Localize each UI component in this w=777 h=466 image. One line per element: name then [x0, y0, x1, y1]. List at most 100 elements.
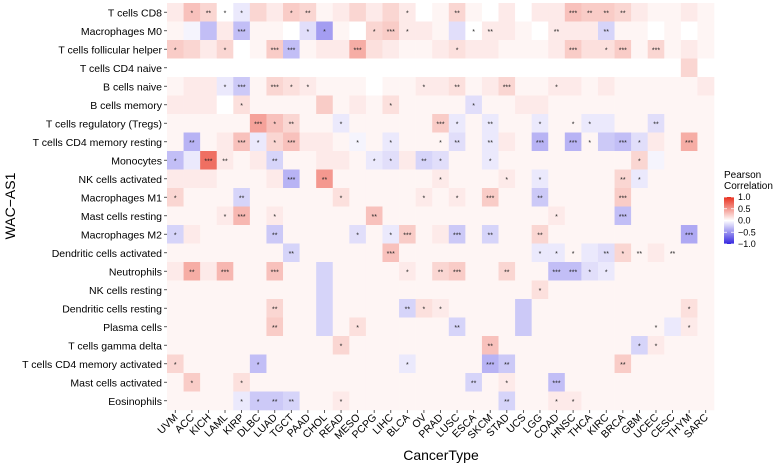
heatmap-cell — [266, 3, 284, 22]
heatmap-cell — [664, 3, 682, 22]
heatmap-cell — [614, 132, 632, 152]
heatmap-cell — [664, 373, 682, 392]
heatmap-cell — [167, 391, 184, 411]
heatmap-cell — [316, 132, 334, 152]
heatmap-cell — [216, 225, 234, 244]
heatmap-cell — [481, 169, 499, 189]
heatmap-cell — [432, 77, 450, 96]
heatmap-cell — [697, 40, 715, 59]
significance-label: * — [688, 325, 691, 332]
significance-label: ** — [272, 325, 278, 332]
heatmap-cell — [680, 225, 698, 244]
heatmap-cell — [697, 262, 715, 281]
heatmap-cell — [299, 95, 317, 115]
significance-label: * — [389, 140, 392, 147]
heatmap-cell — [316, 58, 334, 78]
significance-label: ** — [471, 380, 477, 387]
heatmap-cell — [465, 225, 483, 244]
heatmap-cell — [597, 280, 615, 300]
significance-label: * — [273, 140, 276, 147]
heatmap-cell — [415, 58, 433, 78]
heatmap-cell — [597, 354, 615, 374]
y-tick-label: Neutrophils — [109, 266, 162, 278]
heatmap-cell — [448, 354, 466, 374]
heatmap-cell — [597, 317, 615, 337]
significance-label: *** — [354, 47, 362, 54]
heatmap-cell — [432, 169, 450, 189]
significance-label: ** — [488, 140, 494, 147]
significance-label: ** — [604, 10, 610, 17]
significance-label: *** — [237, 84, 245, 91]
heatmap-cell — [200, 95, 218, 115]
heatmap-cell — [432, 3, 450, 22]
heatmap-cell — [399, 206, 416, 226]
heatmap-cell — [249, 262, 267, 281]
y-tick-label: T cells regulatory (Tregs) — [46, 118, 162, 130]
heatmap-cell — [548, 151, 566, 170]
heatmap-cell — [299, 225, 317, 244]
significance-label: * — [290, 10, 293, 17]
significance-label: ** — [454, 10, 460, 17]
heatmap-cell — [465, 188, 483, 207]
heatmap-cell — [249, 299, 267, 318]
heatmap-cell — [581, 336, 599, 355]
heatmap-cell — [283, 3, 300, 22]
heatmap-cell — [382, 373, 400, 392]
heatmap-cell — [382, 114, 400, 133]
heatmap-cell — [564, 225, 582, 244]
significance-label: * — [439, 177, 442, 184]
heatmap-cell — [515, 336, 532, 355]
significance-label: * — [688, 306, 691, 313]
heatmap-cell — [349, 317, 367, 337]
heatmap-cell — [316, 188, 334, 207]
heatmap-cell — [399, 132, 416, 152]
heatmap-cell — [448, 188, 466, 207]
significance-label: * — [257, 399, 260, 406]
heatmap-cell — [581, 21, 599, 41]
heatmap-cell — [266, 77, 284, 96]
y-tick-label: Macrophages M0 — [81, 26, 162, 38]
heatmap-cell — [200, 354, 218, 374]
heatmap-cell — [647, 114, 665, 133]
significance-label: * — [638, 343, 641, 350]
significance-label: *** — [436, 121, 444, 128]
heatmap-cell — [399, 3, 416, 22]
heatmap-cell — [531, 188, 549, 207]
significance-label: ** — [537, 195, 543, 202]
heatmap-cell — [531, 354, 549, 374]
heatmap-cell — [481, 225, 499, 244]
heatmap-cell — [316, 262, 334, 281]
significance-label: * — [190, 10, 193, 17]
heatmap-cell — [448, 391, 466, 411]
heatmap-cell — [581, 58, 599, 78]
y-tick-label: Macrophages M1 — [81, 192, 162, 204]
heatmap-cell — [448, 243, 466, 263]
y-tick-label: Monocytes — [111, 155, 162, 167]
heatmap-cell — [283, 243, 300, 263]
heatmap-cell — [216, 169, 234, 189]
heatmap-cell — [448, 77, 466, 96]
heatmap-cell — [680, 77, 698, 96]
significance-label: * — [273, 121, 276, 128]
heatmap-cell — [697, 77, 715, 96]
heatmap-cell — [249, 3, 267, 22]
heatmap-cell — [548, 243, 566, 263]
heatmap-cell — [167, 206, 184, 226]
heatmap-cell — [664, 354, 682, 374]
y-tick-label: NK cells activated — [79, 174, 163, 186]
heatmap-cell — [233, 225, 251, 244]
significance-label: *** — [387, 29, 395, 36]
significance-label: ** — [604, 251, 610, 258]
heatmap-cell — [465, 336, 483, 355]
heatmap-cell — [415, 188, 433, 207]
significance-label: ** — [272, 158, 278, 165]
significance-label: ** — [189, 140, 195, 147]
heatmap-cell — [664, 132, 682, 152]
heatmap-cell — [531, 3, 549, 22]
significance-label: * — [456, 121, 459, 128]
heatmap-cell — [647, 391, 665, 411]
y-tick-label: T cells follicular helper — [58, 44, 162, 56]
y-tick-label: T cells gamma delta — [68, 340, 162, 352]
heatmap-cell — [597, 132, 615, 152]
heatmap-cell — [183, 243, 201, 263]
